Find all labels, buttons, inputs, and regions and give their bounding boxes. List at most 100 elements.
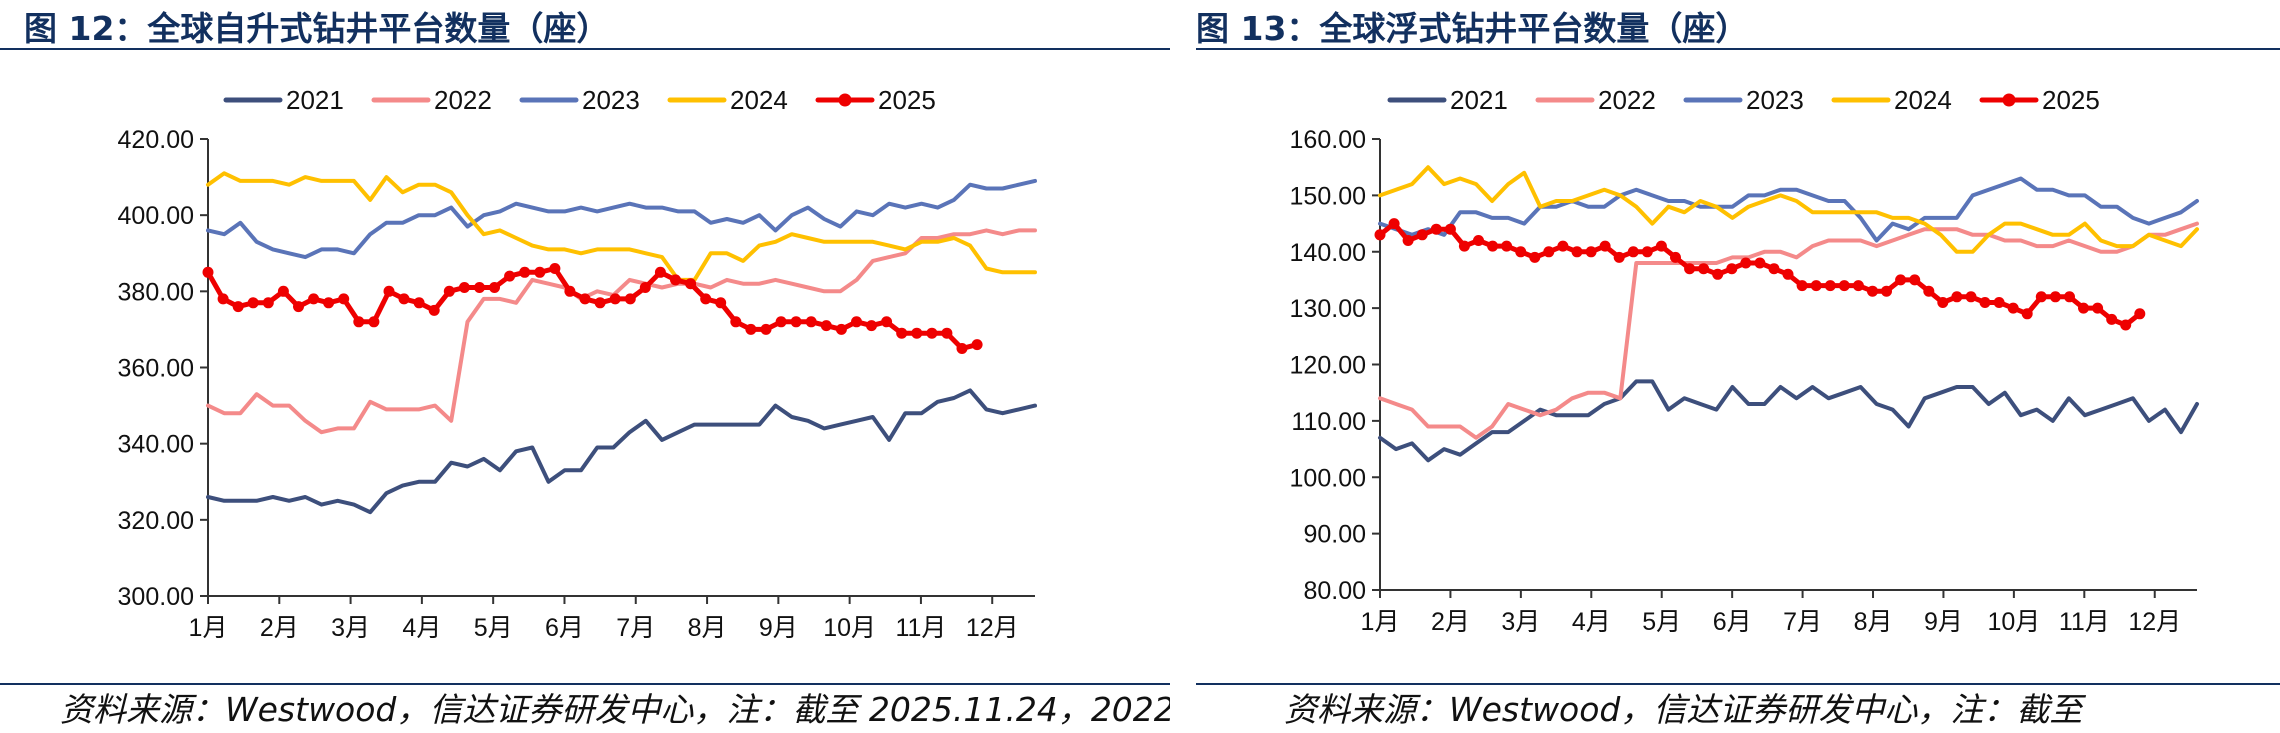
title-rule-left [0,48,1170,50]
y-tick-label: 320.00 [118,507,194,535]
series-point-2025 [715,297,727,309]
series-point-2025 [1810,280,1822,292]
legend-marker [2002,93,2016,107]
series-point-2025 [368,316,380,328]
series-point-2025 [579,293,591,305]
series-point-2025 [564,285,576,297]
source-note-right: 资料来源：Westwood，信达证券研发中心，注：截至 [1284,690,2083,729]
series-point-2025 [2021,308,2033,320]
series-point-2025 [745,323,757,335]
series-point-2025 [1740,257,1752,269]
x-tick-label: 8月 [688,614,727,642]
series-point-2025 [1473,235,1484,246]
series-point-2025 [1585,246,1597,258]
series-point-2025 [1529,251,1541,263]
series-point-2025 [1487,240,1499,252]
y-tick-label: 160.00 [1290,126,1366,154]
series-point-2025 [2120,319,2132,331]
series-point-2025 [2035,291,2047,303]
series-point-2025 [1402,235,1414,246]
series-point-2025 [926,327,938,339]
source-rule-left [0,683,1170,685]
x-tick-label: 3月 [1501,608,1540,636]
series-line-2025 [205,266,980,351]
series-point-2025 [1684,263,1696,275]
series-point-2025 [247,297,259,309]
series-point-2025 [474,282,485,293]
x-tick-label: 11月 [895,614,946,642]
series-point-2025 [866,320,877,332]
source-note-left: 资料来源：Westwood，信达证券研发中心，注：截至 2025.11.24，2… [60,690,1170,729]
series-point-2025 [1867,285,1878,297]
series-line-2021 [1378,379,2199,463]
series-point-2025 [775,316,787,328]
x-tick-label: 10月 [823,614,876,642]
figure-13-title: 图 13：全球浮式钻井平台数量（座） [1196,9,1749,48]
series-point-2025 [1993,297,2005,308]
series-point-2025 [594,297,606,309]
series-point-2025 [820,320,832,332]
series-point-2025 [1515,246,1527,258]
series-point-2025 [670,274,681,286]
series-point-2025 [1782,268,1794,280]
series-point-2025 [1838,280,1850,292]
figure-12-title: 图 12：全球自升式钻井平台数量（座） [24,9,610,48]
legend-label: 2025 [2042,85,2100,115]
series-point-2025 [624,293,636,305]
x-tick-label: 3月 [331,614,370,642]
series-line-2023 [1378,176,2199,243]
x-tick-label: 6月 [545,614,584,642]
legend-item-2021: 2021 [1387,85,1508,115]
legend-label: 2025 [878,85,936,115]
series-point-2025 [1374,229,1386,241]
legend-item-2025: 2025 [815,85,936,115]
series-point-2025 [1670,251,1681,263]
series-point-2025 [1895,274,1907,286]
legend-item-2021: 2021 [223,85,344,115]
series-point-2025 [1726,263,1738,275]
series-point-2025 [2064,291,2075,303]
series-point-2025 [609,293,621,305]
series-point-2025 [398,293,410,305]
x-tick-label: 12月 [966,614,1019,642]
series-point-2025 [1557,240,1569,252]
y-tick-label: 340.00 [118,431,194,459]
legend-item-2023: 2023 [519,85,640,115]
series-point-2025 [700,293,712,305]
x-tick-label: 7月 [616,614,655,642]
series-point-2025 [383,285,395,297]
series-point-2025 [911,327,923,339]
series-point-2025 [1951,291,1963,303]
series-point-2025 [805,316,817,328]
x-tick-label: 6月 [1713,608,1752,636]
series-point-2025 [428,304,440,316]
legend-item-2022: 2022 [371,85,492,115]
series-line-2024 [206,171,1037,282]
series-point-2025 [835,323,847,335]
series-point-2025 [1923,285,1935,297]
series-line-2022 [1378,221,2199,440]
series-point-2025 [504,270,516,282]
chart-svg: 300.00 320.00 340.00 360.00 380.00 400.00 420.… [118,85,1037,642]
series-point-2025 [1796,280,1808,292]
title-rule-right [1196,48,2280,50]
series-point-2025 [1712,268,1724,280]
x-tick-label: 9月 [1924,608,1963,636]
y-tick-label: 110.00 [1291,408,1366,436]
y-tick-label: 380.00 [118,278,194,306]
series-point-2025 [202,266,214,278]
series-point-2025 [1501,240,1513,252]
series-point-2025 [1543,246,1555,258]
series-point-2025 [1416,229,1428,241]
legend-item-2022: 2022 [1535,85,1656,115]
series-point-2025 [1571,246,1583,258]
y-tick-label: 150.00 [1290,182,1366,210]
series-point-2025 [881,316,893,328]
source-rule-right [1196,683,2280,685]
series-point-2025 [2007,302,2019,314]
y-tick-label: 90.00 [1303,521,1366,549]
series-point-2025 [2078,302,2089,314]
y-tick-label: 300.00 [118,583,194,611]
series-point-2025 [1937,297,1949,308]
x-tick-label: 8月 [1854,608,1893,636]
